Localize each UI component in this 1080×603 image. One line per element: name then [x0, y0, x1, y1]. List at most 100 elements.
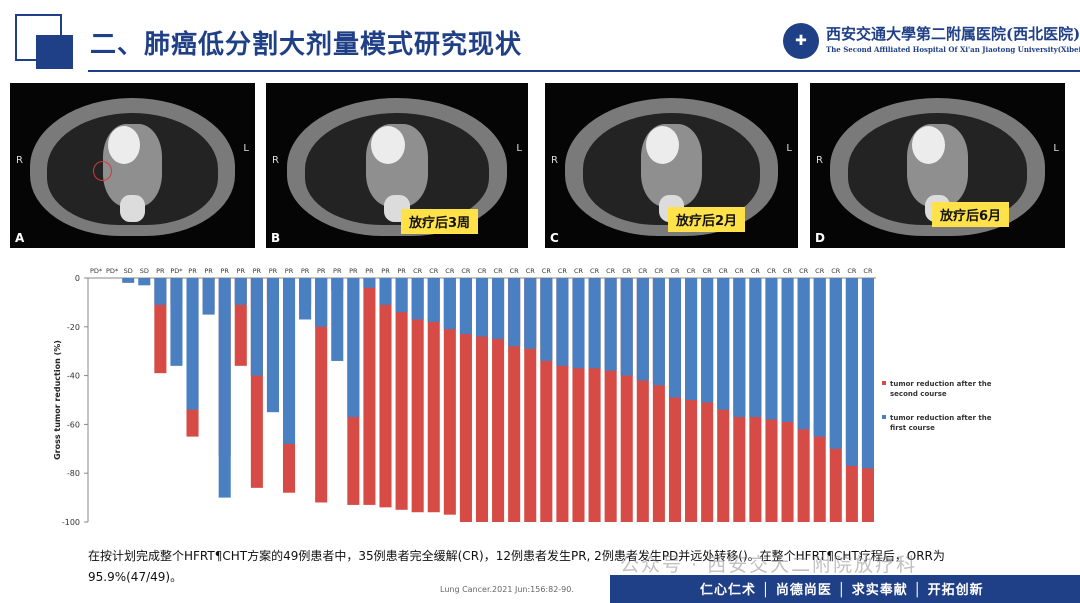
bar-first-course — [331, 278, 344, 361]
bar-first-course — [540, 278, 553, 361]
ct-side-left: L — [1053, 143, 1059, 154]
bar-first-course — [524, 278, 537, 349]
bar-second-course — [459, 278, 472, 522]
bar-first-course — [459, 278, 472, 335]
legend-label: tumor reduction after the — [890, 380, 992, 388]
category-label: PR — [269, 267, 278, 275]
category-label: PR — [349, 267, 358, 275]
bar-second-course — [315, 278, 328, 503]
bar-first-course — [443, 278, 456, 330]
category-label: CR — [542, 267, 552, 275]
ct-callout: 放疗后3周 — [401, 209, 479, 234]
ct-panel-tag: D — [815, 231, 825, 245]
ct-panel-d: R L 放疗后6月 D — [810, 83, 1065, 248]
category-label: CR — [638, 267, 648, 275]
bar-first-course — [138, 278, 151, 286]
category-label: CR — [703, 267, 713, 275]
category-label: CR — [783, 267, 793, 275]
bar-second-course — [363, 278, 376, 505]
legend-swatch — [882, 381, 886, 385]
bar-first-course — [781, 278, 794, 422]
bar-first-course — [315, 278, 328, 327]
bar-first-course — [475, 278, 489, 337]
ct-panel-tag: A — [15, 231, 25, 245]
ct-side-right: R — [16, 155, 23, 166]
category-label: PR — [317, 267, 326, 275]
hospital-name-en: The Second Affiliated Hospital Of Xi'an … — [826, 45, 1080, 54]
bar-first-course — [861, 278, 874, 469]
header-divider — [88, 70, 1080, 72]
bar-first-course — [170, 278, 183, 366]
bar-first-course — [733, 278, 746, 418]
category-label: PR — [188, 267, 197, 275]
footer-motto: 仁心仁术 │ 尚德尚医 │ 求实奉献 │ 开拓创新 — [700, 583, 984, 598]
category-label: CR — [815, 267, 825, 275]
category-label: CR — [510, 267, 520, 275]
bar-first-course — [797, 278, 810, 430]
bar-first-course — [492, 278, 505, 339]
category-label: PR — [156, 267, 165, 275]
ct-callout: 放疗后6月 — [932, 202, 1010, 227]
legend-label: second course — [890, 390, 947, 398]
category-label: PR — [397, 267, 406, 275]
ct-panel-a: R L A — [10, 83, 255, 248]
legend-label: first course — [890, 424, 935, 432]
ct-side-right: R — [816, 155, 823, 166]
category-label: CR — [735, 267, 745, 275]
footer-bar — [610, 575, 1080, 603]
bar-first-course — [588, 278, 601, 369]
category-label: CR — [863, 267, 873, 275]
category-label: CR — [831, 267, 841, 275]
hospital-name-cn: 西安交通大學第二附属医院(西北医院) — [826, 25, 1080, 43]
bar-first-course — [282, 278, 296, 444]
bar-first-course — [685, 278, 698, 400]
bar-first-course — [652, 278, 665, 386]
summary-line-2: 95.9%(47/49)。 — [88, 570, 183, 584]
header-decor-square-filled — [36, 35, 73, 69]
ct-side-right: R — [551, 155, 558, 166]
category-label: CR — [429, 267, 439, 275]
category-label: PD* — [106, 267, 119, 275]
ct-panel-b: R L 放疗后3周 B — [266, 83, 528, 248]
bar-first-course — [829, 278, 842, 449]
bar-first-course — [250, 278, 263, 376]
bar-first-course — [556, 278, 569, 366]
bar-first-course — [299, 278, 312, 320]
watermark: 公众号 · 西安交大二附院放疗科 — [620, 554, 918, 576]
hospital-seal-icon: ✚ — [783, 23, 819, 59]
y-tick-label: -80 — [67, 469, 80, 478]
bar-second-course — [411, 278, 424, 513]
ct-side-left: L — [786, 143, 792, 154]
legend-label: tumor reduction after the — [890, 414, 992, 422]
category-label: PR — [333, 267, 342, 275]
bar-first-course — [845, 278, 858, 466]
waterfall-chart: 0 -20 -40 -60 -80 -100 Gross tumor reduction (… — [53, 267, 992, 527]
bar-second-course — [475, 278, 489, 522]
category-label: CR — [799, 267, 809, 275]
category-label: CR — [622, 267, 632, 275]
bar-first-course — [154, 278, 167, 305]
category-label: CR — [751, 267, 761, 275]
category-label: PR — [285, 267, 294, 275]
category-label: PR — [381, 267, 390, 275]
category-label: CR — [413, 267, 423, 275]
bar-first-course — [668, 278, 682, 398]
bar-first-course — [427, 278, 440, 322]
category-label: PD* — [170, 267, 183, 275]
category-label: CR — [670, 267, 680, 275]
bar-second-course — [443, 278, 456, 515]
category-label: PR — [301, 267, 310, 275]
category-label: CR — [847, 267, 857, 275]
bar-first-course — [717, 278, 730, 410]
category-label: SD — [140, 267, 149, 275]
category-label: CR — [687, 267, 697, 275]
bar-second-course — [427, 278, 440, 513]
bar-first-course — [363, 278, 376, 288]
ct-panel-tag: B — [271, 231, 281, 245]
category-label: PR — [220, 267, 229, 275]
category-label: CR — [574, 267, 584, 275]
bar-first-course — [620, 278, 633, 376]
y-axis-label: Gross tumor reduction (%) — [53, 340, 62, 460]
ct-side-left: L — [516, 143, 522, 154]
category-label: CR — [461, 267, 471, 275]
